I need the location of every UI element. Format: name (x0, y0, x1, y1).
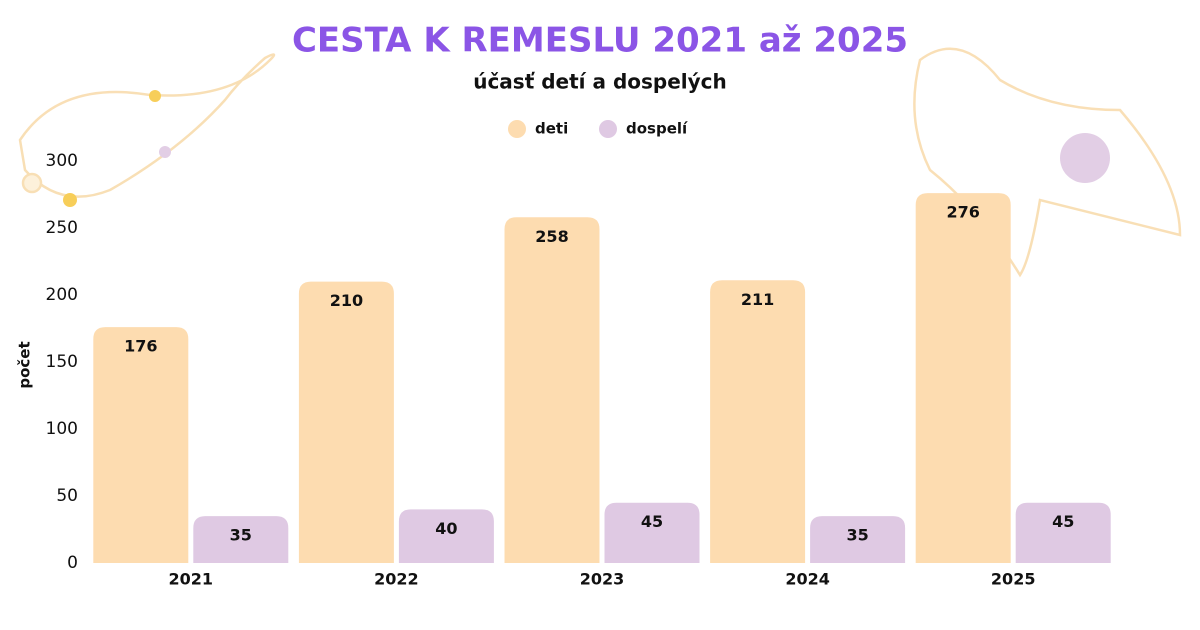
value-label: 258 (535, 227, 568, 246)
value-label: 276 (946, 203, 979, 222)
bar (504, 217, 600, 563)
bar (398, 509, 494, 563)
legend-label: dospelí (626, 120, 688, 138)
bar (298, 281, 394, 563)
chart-subtitle: účasť detí a dospelých (473, 70, 727, 94)
legend-swatch (599, 120, 617, 138)
bar (93, 327, 189, 563)
chart-title: CESTA K REMESLU 2021 až 2025 (292, 21, 908, 61)
value-label: 45 (641, 512, 663, 531)
y-tick-label: 300 (46, 151, 78, 171)
x-tick-label: 2024 (785, 570, 830, 589)
value-label: 40 (435, 519, 457, 538)
y-tick-label: 150 (46, 352, 78, 372)
bar (810, 516, 906, 563)
y-tick-label: 100 (46, 419, 78, 439)
y-tick-label: 200 (46, 285, 78, 305)
x-tick-label: 2022 (374, 570, 419, 589)
decoration (18, 47, 1182, 278)
y-tick-label: 0 (67, 553, 78, 573)
bar (604, 502, 700, 563)
bar (915, 193, 1011, 563)
x-tick-label: 2025 (991, 570, 1036, 589)
y-tick-label: 50 (56, 486, 78, 506)
y-axis-label: počet (16, 341, 34, 388)
value-label: 35 (846, 526, 868, 545)
value-label: 35 (230, 526, 252, 545)
value-label: 211 (741, 290, 774, 309)
y-tick-label: 250 (46, 218, 78, 238)
value-label: 45 (1052, 512, 1074, 531)
x-tick-label: 2023 (580, 570, 625, 589)
legend-swatch (508, 120, 526, 138)
x-tick-label: 2021 (169, 570, 214, 589)
bar (193, 516, 289, 563)
legend-label: deti (535, 120, 568, 138)
bar (710, 280, 806, 563)
value-label: 210 (330, 291, 363, 310)
value-label: 176 (124, 337, 157, 356)
bar (1015, 502, 1111, 563)
